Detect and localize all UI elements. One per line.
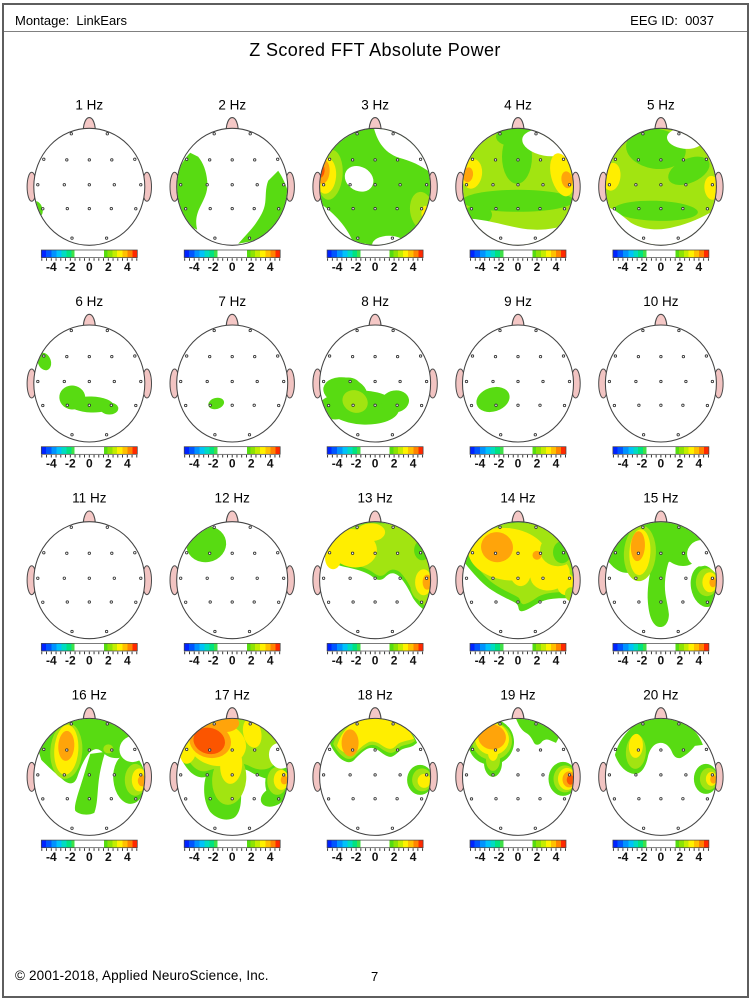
svg-text:16 Hz: 16 Hz bbox=[72, 687, 108, 702]
svg-text:14 Hz: 14 Hz bbox=[500, 491, 536, 506]
svg-text:13 Hz: 13 Hz bbox=[357, 491, 393, 506]
svg-text:7 Hz: 7 Hz bbox=[218, 294, 246, 309]
svg-text:15 Hz: 15 Hz bbox=[643, 491, 679, 506]
svg-text:18 Hz: 18 Hz bbox=[357, 687, 393, 702]
svg-text:4 Hz: 4 Hz bbox=[504, 97, 532, 112]
svg-text:9 Hz: 9 Hz bbox=[504, 294, 532, 309]
svg-text:5 Hz: 5 Hz bbox=[647, 97, 675, 112]
svg-text:19 Hz: 19 Hz bbox=[500, 687, 536, 702]
svg-text:2 Hz: 2 Hz bbox=[218, 97, 246, 112]
svg-text:10 Hz: 10 Hz bbox=[643, 294, 679, 309]
svg-text:17 Hz: 17 Hz bbox=[215, 687, 251, 702]
svg-text:11 Hz: 11 Hz bbox=[72, 491, 107, 506]
svg-text:8 Hz: 8 Hz bbox=[361, 294, 389, 309]
svg-text:3 Hz: 3 Hz bbox=[361, 97, 389, 112]
svg-text:12 Hz: 12 Hz bbox=[215, 491, 251, 506]
svg-text:6 Hz: 6 Hz bbox=[75, 294, 103, 309]
svg-text:20 Hz: 20 Hz bbox=[643, 687, 679, 702]
svg-text:1 Hz: 1 Hz bbox=[75, 97, 103, 112]
